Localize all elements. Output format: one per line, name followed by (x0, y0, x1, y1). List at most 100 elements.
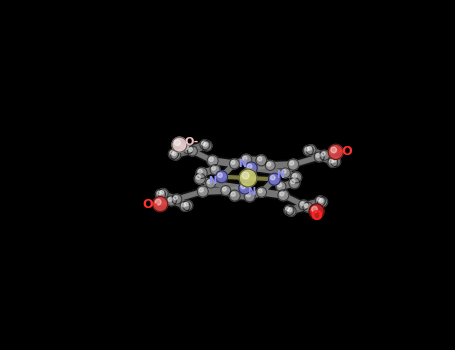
Text: N: N (276, 170, 284, 180)
Circle shape (168, 149, 178, 159)
Circle shape (196, 175, 201, 179)
Circle shape (309, 204, 324, 219)
Circle shape (204, 142, 207, 146)
Circle shape (328, 158, 338, 167)
Circle shape (257, 187, 267, 197)
Circle shape (202, 141, 212, 151)
Circle shape (332, 158, 336, 162)
Circle shape (241, 184, 245, 189)
Circle shape (158, 189, 168, 198)
Circle shape (306, 145, 316, 155)
Circle shape (276, 181, 286, 191)
Circle shape (290, 161, 294, 165)
Circle shape (329, 159, 334, 163)
Circle shape (172, 194, 182, 204)
Circle shape (312, 206, 318, 212)
Circle shape (280, 191, 284, 196)
Circle shape (172, 137, 187, 152)
Circle shape (200, 140, 210, 150)
Circle shape (171, 150, 181, 160)
Circle shape (271, 175, 275, 180)
Circle shape (280, 168, 290, 178)
Circle shape (168, 197, 172, 201)
Circle shape (231, 161, 235, 164)
Circle shape (194, 173, 205, 184)
Circle shape (328, 145, 343, 160)
Circle shape (314, 152, 324, 162)
Circle shape (300, 202, 304, 205)
Text: N: N (247, 187, 255, 197)
Circle shape (221, 186, 231, 196)
Circle shape (173, 196, 177, 200)
Text: N: N (208, 176, 217, 186)
Circle shape (222, 187, 226, 191)
Circle shape (239, 169, 257, 187)
Circle shape (268, 173, 280, 185)
Circle shape (319, 150, 329, 160)
Circle shape (331, 147, 337, 153)
Circle shape (180, 201, 190, 211)
Circle shape (217, 173, 222, 177)
Circle shape (303, 146, 313, 155)
Circle shape (216, 171, 228, 183)
Circle shape (184, 202, 188, 206)
Circle shape (212, 166, 216, 170)
Circle shape (160, 190, 164, 194)
Circle shape (207, 180, 211, 184)
Circle shape (167, 196, 177, 206)
Circle shape (202, 141, 205, 145)
Circle shape (267, 162, 271, 166)
Circle shape (157, 191, 161, 195)
Circle shape (187, 146, 197, 156)
Circle shape (291, 180, 295, 184)
Circle shape (245, 162, 257, 174)
Circle shape (229, 190, 240, 201)
Circle shape (288, 159, 299, 170)
Circle shape (210, 164, 220, 175)
Circle shape (318, 197, 328, 207)
Text: O-: O- (184, 136, 198, 147)
Circle shape (288, 208, 292, 212)
Text: N: N (238, 159, 246, 169)
Circle shape (265, 160, 275, 170)
Text: -O: -O (338, 146, 354, 159)
Circle shape (305, 147, 309, 151)
Circle shape (316, 154, 320, 158)
Circle shape (246, 193, 250, 197)
Circle shape (175, 140, 180, 146)
Circle shape (242, 172, 249, 179)
Circle shape (155, 199, 161, 205)
Circle shape (258, 157, 262, 161)
Circle shape (185, 146, 189, 149)
Circle shape (207, 155, 218, 166)
Text: O: O (311, 209, 323, 223)
Circle shape (196, 167, 207, 178)
Circle shape (319, 199, 323, 203)
Circle shape (183, 201, 192, 210)
Circle shape (298, 200, 308, 210)
Circle shape (278, 183, 282, 187)
Circle shape (231, 192, 235, 196)
Circle shape (289, 177, 300, 189)
Circle shape (241, 154, 252, 165)
Circle shape (156, 189, 166, 200)
Circle shape (303, 202, 313, 212)
Circle shape (304, 204, 308, 208)
Circle shape (170, 151, 174, 155)
Circle shape (248, 164, 252, 169)
Circle shape (244, 191, 255, 202)
Text: O-: O- (142, 197, 158, 211)
Circle shape (291, 172, 302, 183)
Circle shape (198, 169, 202, 174)
Circle shape (286, 206, 296, 216)
Circle shape (229, 159, 239, 169)
Circle shape (284, 205, 294, 215)
Circle shape (183, 144, 193, 154)
Circle shape (153, 197, 168, 211)
Circle shape (256, 155, 267, 166)
Circle shape (206, 178, 216, 188)
Circle shape (197, 186, 208, 197)
Circle shape (293, 174, 297, 178)
Circle shape (278, 190, 289, 201)
Circle shape (243, 156, 247, 160)
